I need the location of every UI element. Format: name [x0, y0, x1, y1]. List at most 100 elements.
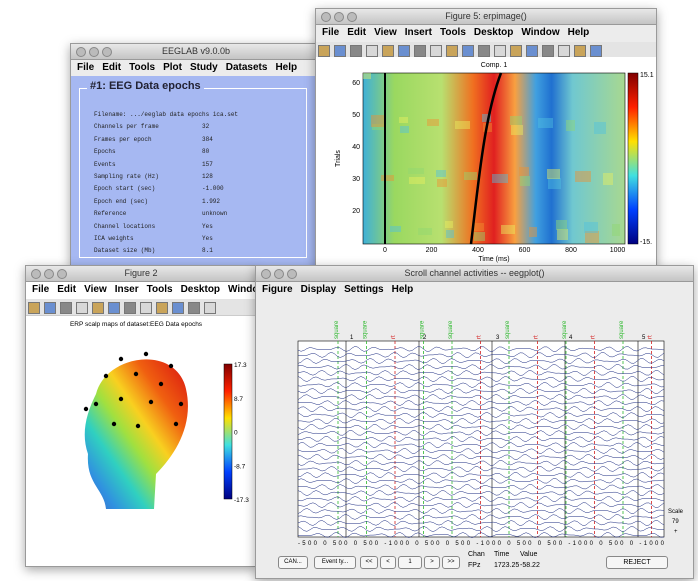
info-label: Frames per epoch	[94, 136, 152, 143]
info-panel: Filename: .../eeglab data epochs ica.set…	[71, 76, 321, 266]
panel-title: #1: EEG Data epochs	[87, 80, 204, 92]
menu-bar: File Edit View Insert Tools Desktop Window Help	[316, 25, 656, 42]
menu-item[interactable]: File	[32, 284, 49, 297]
button[interactable]: >>	[442, 556, 460, 569]
window-title: Scroll channel activities -- eegplot()	[404, 268, 544, 278]
button[interactable]: 1	[398, 556, 422, 569]
menu-item[interactable]: Tools	[129, 62, 155, 75]
toolbar-icon	[76, 302, 88, 314]
window-title: EEGLAB v9.0.0b	[162, 46, 230, 56]
menu-item[interactable]: Inser	[115, 284, 139, 297]
button[interactable]: CAN...	[278, 556, 308, 569]
toolbar-icon	[350, 45, 362, 57]
menu-item[interactable]: Study	[190, 62, 218, 75]
menu-item[interactable]: Edit	[347, 27, 366, 40]
button[interactable]: Event ty...	[314, 556, 356, 569]
info-label: ICA weights	[94, 235, 134, 242]
colorbar-label: -8.7	[234, 463, 246, 470]
window-button	[261, 269, 271, 279]
epoch-number: 2	[423, 335, 427, 341]
menu-item[interactable]: Tools	[440, 27, 466, 40]
title-bar: Scroll channel activities -- eegplot()	[256, 266, 693, 282]
toolbar-icon	[366, 45, 378, 57]
electrode	[112, 422, 116, 426]
info-label: Epochs	[94, 148, 116, 155]
heatmap-texture	[363, 73, 371, 79]
menu-item[interactable]: File	[322, 27, 339, 40]
y-tick-label: 20	[352, 208, 360, 215]
heatmap-texture	[556, 220, 567, 230]
menu-item[interactable]: Edit	[57, 284, 76, 297]
info-header: Time	[494, 551, 509, 558]
heatmap-texture	[547, 169, 560, 179]
menu-item[interactable]: Desktop	[181, 284, 220, 297]
x-tick-label: 1000	[610, 247, 626, 254]
heatmap-texture	[418, 228, 432, 235]
info-value: 1723.25	[494, 562, 519, 569]
electrode	[179, 402, 183, 406]
toolbar-icon	[318, 45, 330, 57]
button[interactable]: <<	[360, 556, 378, 569]
heatmap-texture	[408, 168, 424, 174]
menu-item[interactable]: Plot	[163, 62, 182, 75]
electrode	[174, 422, 178, 426]
window-buttons	[76, 47, 115, 62]
menu-item[interactable]: View	[84, 284, 107, 297]
toolbar-icon	[398, 45, 410, 57]
x-tick-label: 0	[383, 247, 387, 254]
menu-item[interactable]: Tools	[147, 284, 173, 297]
window-button	[57, 269, 67, 279]
heatmap-texture	[612, 224, 620, 236]
heatmap-texture	[371, 115, 386, 127]
x-tick-labels: -500 0 500 0 500 -1000 0 500 0 500 -1000…	[298, 541, 665, 547]
window-title: Figure 2	[124, 268, 157, 278]
heatmap-texture	[529, 227, 537, 237]
heatmap-texture	[474, 232, 485, 241]
info-value: 32	[202, 123, 209, 130]
button[interactable]: >	[424, 556, 440, 569]
heatmap-texture	[575, 171, 591, 182]
toolbar-icon	[462, 45, 474, 57]
menu-item[interactable]: File	[77, 62, 94, 75]
button[interactable]: <	[380, 556, 396, 569]
heatmap-texture	[446, 230, 454, 238]
info-label: Epoch start (sec)	[94, 185, 155, 192]
colorbar-label: 17.3	[234, 362, 247, 369]
reject-button[interactable]: REJECT	[606, 556, 668, 569]
toolbar-icon	[478, 45, 490, 57]
figure2-window: Figure 2 File Edit View Inser Tools Desktop Win…	[25, 265, 257, 567]
menu-item[interactable]: Datasets	[226, 62, 268, 75]
info-value: 1.992	[202, 198, 220, 205]
colorbar-label: 15.1	[640, 72, 654, 79]
menu-item[interactable]: Window	[521, 27, 559, 40]
title-bar: EEGLAB v9.0.0b	[71, 44, 321, 60]
menu-item[interactable]: Help	[275, 62, 297, 75]
heatmap-texture	[603, 173, 613, 185]
menu-item[interactable]: Edit	[102, 62, 121, 75]
menu-item[interactable]: Insert	[405, 27, 432, 40]
menu-item[interactable]: Desktop	[474, 27, 513, 40]
event-label: square	[562, 320, 568, 339]
info-label: Events	[94, 161, 116, 168]
heatmap-texture	[381, 175, 394, 181]
scale-value: 79	[672, 519, 679, 525]
toolbar-icon	[526, 45, 538, 57]
window-button	[274, 269, 284, 279]
title-bar: Figure 5: erpimage()	[316, 9, 656, 25]
heatmap-texture	[584, 222, 598, 233]
menu-item[interactable]: Window	[228, 284, 257, 297]
y-tick-label: 60	[352, 80, 360, 87]
colorbar-label: 0	[234, 430, 238, 437]
scale-label: Scale	[668, 509, 684, 515]
colorbar-label: -17.3	[234, 497, 249, 504]
erpimage-plot: Comp. 1020040060080010006050403020Time (…	[316, 57, 656, 267]
window-button	[89, 47, 99, 57]
plot-area	[298, 341, 664, 537]
toolbar-icon	[172, 302, 184, 314]
event-label: square	[334, 320, 340, 339]
heatmap-texture	[473, 223, 484, 231]
info-value: FPz	[468, 562, 480, 569]
menu-item[interactable]: Help	[568, 27, 590, 40]
menu-item[interactable]: View	[374, 27, 397, 40]
toolbar-icon	[510, 45, 522, 57]
